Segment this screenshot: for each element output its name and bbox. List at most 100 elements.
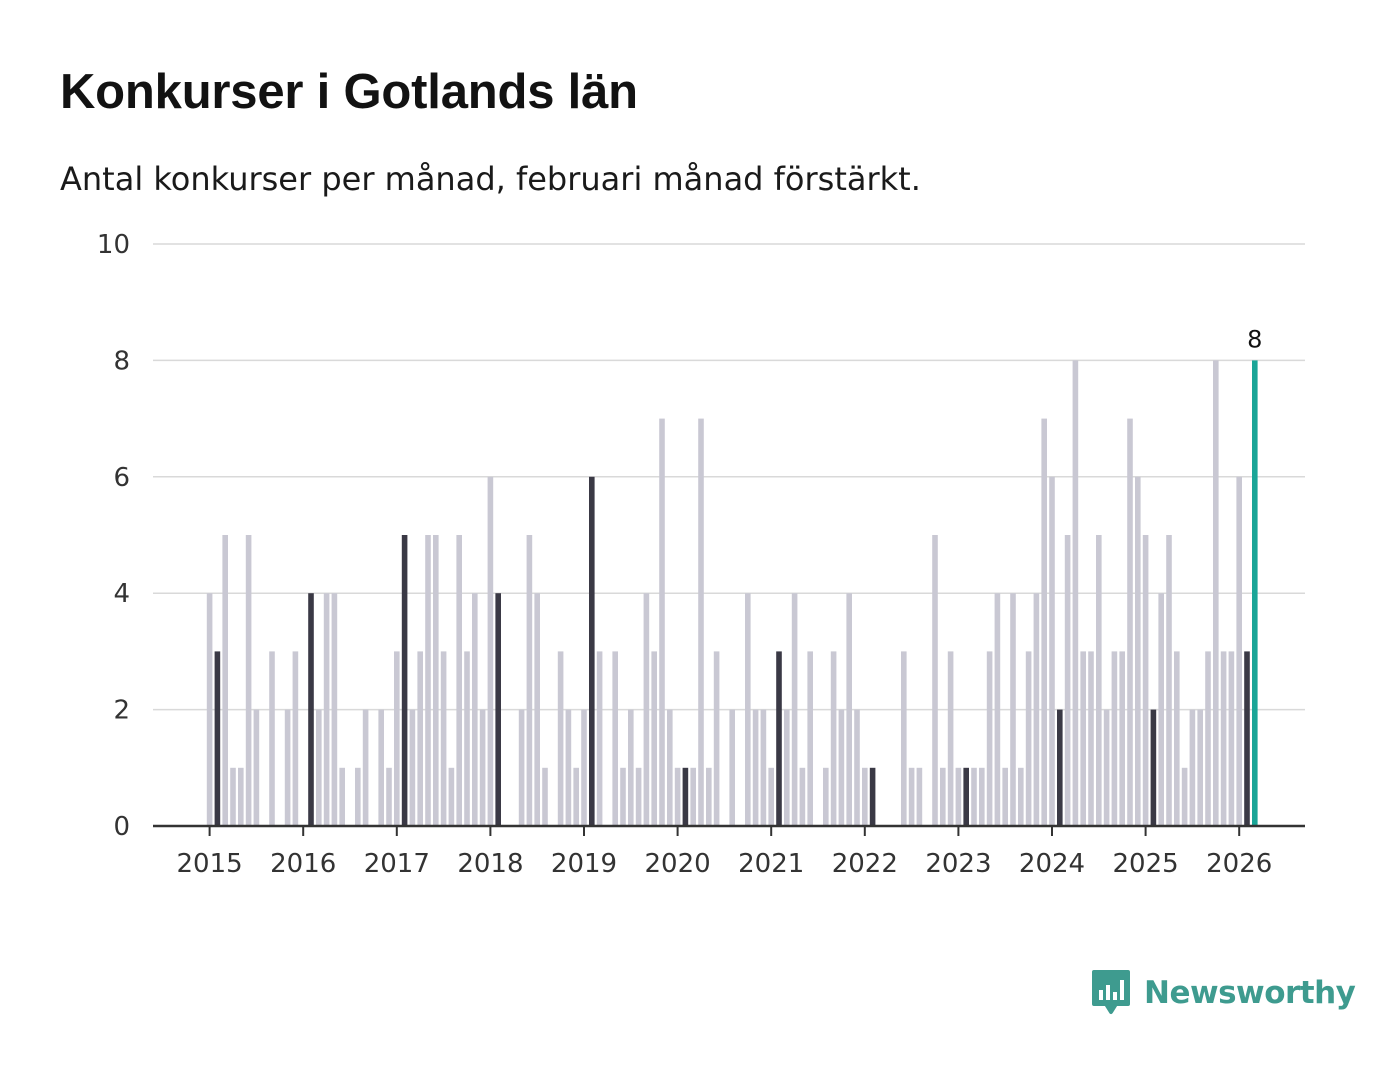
bar xyxy=(1018,767,1024,826)
bar xyxy=(1119,651,1125,826)
gridlines xyxy=(153,243,1305,711)
bar xyxy=(776,651,782,826)
bar xyxy=(1158,593,1164,826)
bar xyxy=(986,651,993,826)
y-axis: 0 2 4 6 8 10 xyxy=(97,230,130,842)
x-tick-label: 2015 xyxy=(177,849,243,879)
bar xyxy=(713,651,720,826)
bar xyxy=(799,767,806,826)
bar xyxy=(1057,709,1063,826)
bar xyxy=(1181,767,1188,826)
x-tick-label: 2026 xyxy=(1206,849,1272,879)
bar xyxy=(1096,535,1102,826)
bar xyxy=(401,535,408,826)
bar xyxy=(838,709,845,826)
bar xyxy=(589,476,595,826)
bar xyxy=(846,593,852,826)
bars xyxy=(206,360,1258,826)
bar xyxy=(214,651,221,826)
bar xyxy=(994,593,1001,826)
bar xyxy=(487,476,494,826)
bar xyxy=(674,767,681,826)
bar xyxy=(464,651,470,826)
x-tick-label: 2023 xyxy=(925,849,991,879)
bar xyxy=(979,767,985,826)
bar xyxy=(659,418,665,826)
bar xyxy=(316,709,322,826)
bar xyxy=(651,651,657,826)
bar xyxy=(292,651,299,826)
bar xyxy=(768,767,774,826)
bar xyxy=(284,709,291,826)
bar xyxy=(760,709,767,826)
bar xyxy=(362,709,369,826)
bar xyxy=(596,651,603,826)
bar xyxy=(1127,418,1133,826)
bar xyxy=(565,709,572,826)
bar xyxy=(862,767,868,826)
bar xyxy=(440,651,447,826)
bar xyxy=(456,535,462,826)
x-axis: 2015 2016 2017 2018 2019 2020 2021 2022 2023 2024… xyxy=(153,824,1305,879)
bar xyxy=(940,767,946,826)
bar xyxy=(932,535,938,826)
bar xyxy=(1111,651,1118,826)
bar xyxy=(729,709,735,826)
bar xyxy=(433,535,439,826)
bar xyxy=(417,651,423,826)
chart-subtitle: Antal konkurser per månad, februari måna… xyxy=(60,160,921,198)
bar xyxy=(667,709,673,826)
bar xyxy=(1025,651,1032,826)
bar xyxy=(1049,476,1055,826)
bar xyxy=(386,767,392,826)
bar xyxy=(745,593,751,826)
bar xyxy=(947,651,954,826)
bar xyxy=(1228,651,1235,826)
bar xyxy=(1142,535,1149,826)
bar xyxy=(222,535,228,826)
y-tick-label: 0 xyxy=(113,812,130,842)
y-tick-label: 10 xyxy=(97,230,130,260)
chart-title: Konkurser i Gotlands län xyxy=(60,65,638,119)
x-tick-label: 2020 xyxy=(645,849,711,879)
bar xyxy=(1166,535,1172,826)
bar xyxy=(854,709,860,826)
bar xyxy=(534,593,540,826)
bar xyxy=(409,709,416,826)
x-tick-label: 2021 xyxy=(738,849,804,879)
bar xyxy=(542,767,548,826)
bar xyxy=(1135,476,1141,826)
brand-name: Newsworthy xyxy=(1144,975,1356,1011)
bar xyxy=(916,767,923,826)
bar xyxy=(682,767,689,826)
bar xyxy=(253,709,260,826)
bar xyxy=(581,709,587,826)
bar xyxy=(1205,651,1211,826)
newsworthy-logo-icon xyxy=(1092,970,1130,1014)
bar xyxy=(1033,593,1040,826)
bar xyxy=(526,535,533,826)
bar xyxy=(690,767,696,826)
bar xyxy=(706,767,712,826)
bar xyxy=(971,767,977,826)
bar xyxy=(612,651,618,826)
bar xyxy=(1220,651,1227,826)
bar xyxy=(1010,593,1016,826)
bar xyxy=(1088,651,1094,826)
bar xyxy=(908,767,915,826)
x-tick-label: 2017 xyxy=(364,849,430,879)
x-tick-label: 2024 xyxy=(1019,849,1085,879)
bar xyxy=(230,767,236,826)
x-tick-label: 2016 xyxy=(270,849,336,879)
bar xyxy=(1213,360,1219,826)
bar xyxy=(955,767,962,826)
bar xyxy=(1252,360,1258,826)
bar xyxy=(1244,651,1250,826)
bar xyxy=(238,767,244,826)
x-tick-label: 2018 xyxy=(457,849,523,879)
bar xyxy=(1197,709,1203,826)
y-tick-label: 2 xyxy=(113,696,130,726)
bar xyxy=(1002,767,1008,826)
bar xyxy=(807,651,813,826)
